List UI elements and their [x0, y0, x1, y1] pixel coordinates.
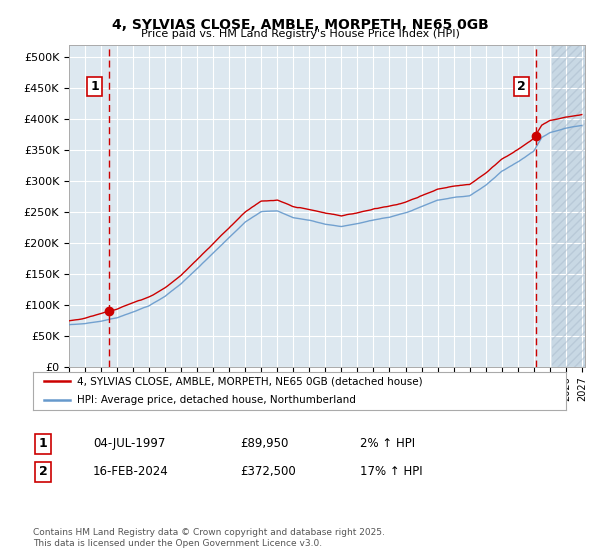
Text: Contains HM Land Registry data © Crown copyright and database right 2025.
This d: Contains HM Land Registry data © Crown c… — [33, 528, 385, 548]
Text: 2% ↑ HPI: 2% ↑ HPI — [360, 437, 415, 450]
Bar — [551, 45, 585, 367]
Bar — [551, 45, 585, 367]
Text: 1: 1 — [90, 80, 99, 93]
Text: 1: 1 — [39, 437, 47, 450]
Text: 2: 2 — [39, 465, 47, 478]
Text: 2: 2 — [517, 80, 526, 93]
Text: 17% ↑ HPI: 17% ↑ HPI — [360, 465, 422, 478]
Text: Price paid vs. HM Land Registry's House Price Index (HPI): Price paid vs. HM Land Registry's House … — [140, 29, 460, 39]
Text: HPI: Average price, detached house, Northumberland: HPI: Average price, detached house, Nort… — [77, 395, 356, 405]
Text: 16-FEB-2024: 16-FEB-2024 — [93, 465, 169, 478]
Text: 04-JUL-1997: 04-JUL-1997 — [93, 437, 166, 450]
Text: 4, SYLVIAS CLOSE, AMBLE, MORPETH, NE65 0GB: 4, SYLVIAS CLOSE, AMBLE, MORPETH, NE65 0… — [112, 18, 488, 32]
Text: £372,500: £372,500 — [240, 465, 296, 478]
Text: 4, SYLVIAS CLOSE, AMBLE, MORPETH, NE65 0GB (detached house): 4, SYLVIAS CLOSE, AMBLE, MORPETH, NE65 0… — [77, 376, 422, 386]
Text: £89,950: £89,950 — [240, 437, 289, 450]
